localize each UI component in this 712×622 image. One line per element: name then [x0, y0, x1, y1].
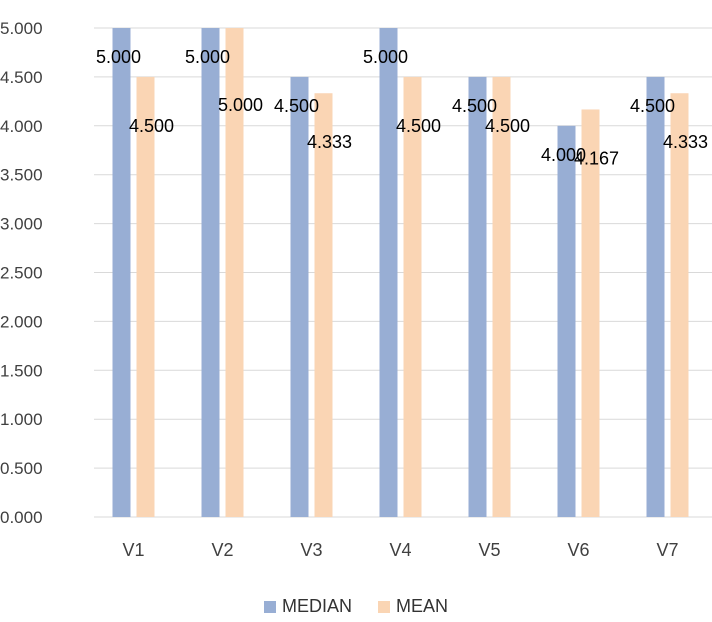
y-tick-label: 0.500: [0, 459, 43, 478]
bar-mean-v2: [225, 28, 244, 517]
bar-median-v6: [557, 125, 576, 518]
legend-swatch-median: [263, 600, 276, 613]
data-label-median: 5.000: [363, 47, 408, 67]
bar-median-v5: [468, 76, 487, 518]
legend-label-mean: MEAN: [396, 596, 449, 616]
legend-item-mean: MEAN: [378, 596, 448, 617]
x-tick-label: V2: [211, 540, 233, 560]
bar-median-v4: [379, 28, 398, 517]
y-axis-ticks: 0.000 0.500 1.000 1.500 2.000 2.500 3.000 3.500…: [0, 19, 43, 527]
gridlines: [94, 27, 712, 518]
data-label-median: 5.000: [185, 47, 230, 67]
data-label-median: 4.000: [541, 145, 586, 165]
legend-label-median: MEDIAN: [281, 596, 352, 616]
x-tick-label: V6: [567, 540, 589, 560]
y-tick-label: 3.500: [0, 166, 43, 185]
bar-mean-v6: [581, 109, 600, 517]
data-label-mean: 4.500: [485, 116, 530, 136]
bar-mean-v1: [136, 76, 155, 518]
bar-mean-v5: [492, 76, 511, 518]
bar-mean-v4: [403, 76, 422, 518]
y-tick-label: 4.000: [0, 117, 43, 136]
bars: [112, 28, 689, 518]
data-label-mean: 4.500: [129, 116, 174, 136]
legend-swatch-mean: [378, 600, 390, 613]
data-label-mean: 4.167: [574, 148, 619, 168]
y-tick-label: 2.500: [0, 264, 43, 283]
bar-median-v3: [290, 76, 309, 518]
y-tick-label: 0.000: [0, 508, 43, 527]
bar-median-v7: [646, 76, 665, 518]
y-tick-label: 4.500: [0, 68, 43, 87]
data-label-mean: 4.500: [396, 116, 441, 136]
data-label-mean: 4.333: [307, 132, 352, 152]
data-label-median: 4.500: [452, 96, 497, 116]
data-label-median: 4.500: [274, 96, 319, 116]
x-tick-label: V7: [656, 540, 678, 560]
bar-mean-v7: [670, 93, 689, 517]
y-tick-label: 2.000: [0, 312, 43, 331]
y-tick-label: 5.000: [0, 19, 43, 38]
bar-median-v2: [201, 28, 220, 517]
data-labels: 5.000 4.500 5.000 5.000 4.500 4.333 5.000 4.500…: [96, 47, 708, 168]
bar-median-v1: [112, 28, 131, 517]
data-label-median: 4.500: [630, 96, 675, 116]
data-label-median: 5.000: [96, 47, 141, 67]
data-label-mean: 4.333: [663, 132, 708, 152]
x-tick-label: V1: [122, 540, 144, 560]
y-tick-label: 1.500: [0, 361, 43, 380]
x-tick-label: V5: [478, 540, 500, 560]
bar-chart: 0.000 0.500 1.000 1.500 2.000 2.500 3.000 3.500…: [0, 19, 712, 560]
y-tick-label: 1.000: [0, 410, 43, 429]
legend: MEDIAN MEAN: [0, 596, 712, 617]
bar-mean-v3: [314, 93, 333, 517]
x-tick-label: V4: [389, 540, 411, 560]
x-axis-ticks: V1 V2 V3 V4 V5 V6 V7: [122, 540, 678, 560]
x-tick-label: V3: [300, 540, 322, 560]
data-label-mean: 5.000: [218, 95, 263, 115]
legend-item-median: MEDIAN: [263, 596, 352, 617]
y-tick-label: 3.000: [0, 215, 43, 234]
